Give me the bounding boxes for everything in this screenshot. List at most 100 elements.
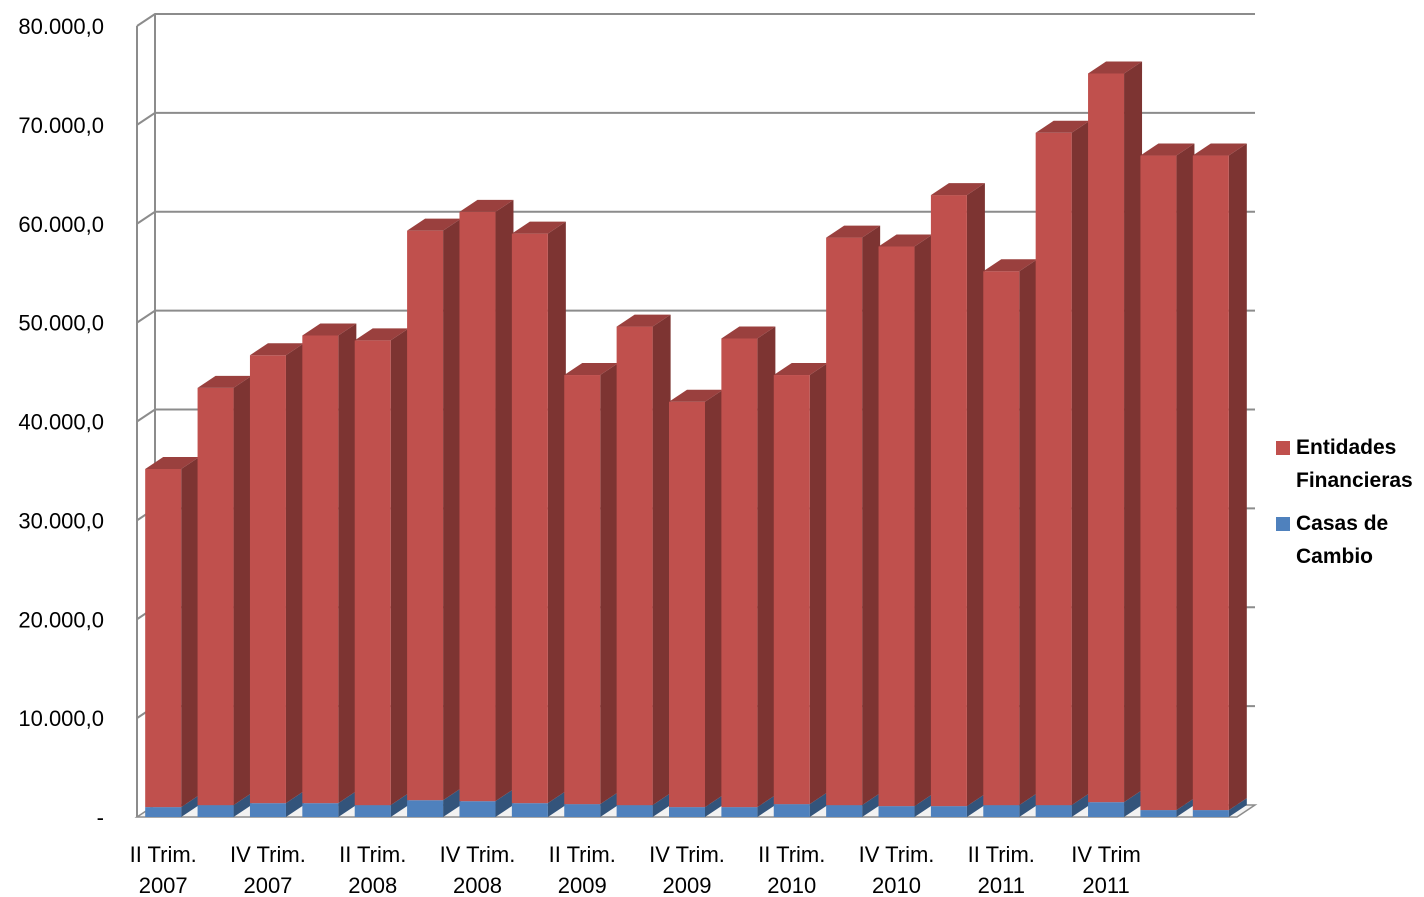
bar-segment (249, 343, 304, 804)
legend-label: Casas de (1296, 512, 1388, 535)
bar-side (1124, 61, 1143, 803)
bar-front (616, 805, 653, 817)
bars (145, 61, 1247, 817)
bar-top (669, 389, 723, 402)
bar-front (721, 807, 758, 817)
bar-side (1019, 259, 1038, 806)
bar-segment (354, 793, 409, 817)
bar-segment (564, 792, 619, 817)
bar-top (302, 323, 357, 336)
bar-front (564, 375, 601, 805)
x-tick-label: 2011 (978, 873, 1025, 897)
bar-top (721, 326, 776, 339)
bar-segment (721, 795, 776, 817)
x-tick-label: 2010 (872, 873, 921, 897)
bar-segment (1140, 143, 1195, 811)
bar-top (616, 314, 671, 327)
x-tick-label: IV Trim. (859, 842, 935, 867)
bar-segment (459, 789, 514, 817)
bar-front (826, 805, 863, 817)
bar-segment (564, 363, 619, 805)
bar-segment (1088, 61, 1143, 803)
y-tick-label: 20.000,0 (18, 607, 104, 632)
bar-side (600, 792, 619, 817)
bar-side (757, 326, 776, 808)
bar-segment (826, 793, 881, 817)
bar-side (705, 389, 723, 808)
bar-segment (1140, 798, 1195, 817)
bar-front (459, 211, 496, 802)
bar-top (1192, 143, 1247, 156)
bar-front (983, 805, 1020, 817)
bar-segment (721, 326, 776, 808)
bar-side (338, 323, 357, 804)
bar-segment (407, 788, 462, 817)
y-tick-label: 80.000,0 (18, 14, 104, 39)
bar-segment (197, 793, 252, 817)
x-tick-label: II Trim. (758, 842, 825, 867)
bar-front (1192, 810, 1229, 817)
bar-front (511, 803, 548, 817)
bar-front (773, 804, 810, 817)
bar-front (669, 807, 705, 817)
bar-front (1088, 802, 1125, 817)
y-tick-label: 10.000,0 (18, 706, 104, 731)
x-tick-label: 2009 (558, 873, 607, 897)
bar-front (721, 338, 758, 808)
bar-front (930, 195, 967, 807)
bar-side (233, 375, 252, 806)
legend-swatch (1276, 441, 1290, 455)
bar-side (443, 218, 462, 801)
y-tick-label: - (97, 805, 104, 830)
bar-top (1140, 143, 1195, 156)
x-tick-label: 2011 (1082, 873, 1129, 897)
bar-front (511, 233, 548, 804)
bar-front (145, 807, 182, 817)
bar-side (600, 363, 619, 805)
bar-segment (983, 793, 1038, 817)
bar-top (459, 199, 514, 212)
bar-side (390, 793, 409, 817)
bar-front (302, 335, 339, 804)
bar-side (1228, 798, 1247, 817)
bar-side (862, 225, 881, 806)
y-axis-ticks: - 10.000,0 20.000,0 30.000,0 40.000,0 50.000,… (18, 14, 104, 830)
bar-segment (669, 795, 723, 817)
bar-side (285, 791, 304, 817)
y-tick-label: 40.000,0 (18, 410, 104, 435)
bar-top (511, 221, 566, 234)
bar-segment (302, 791, 357, 817)
bar-side (390, 328, 409, 806)
bar-segment (878, 794, 933, 817)
bar-top (826, 225, 881, 238)
bar-side (652, 793, 671, 817)
bar-side (1071, 793, 1090, 817)
bar-segment (669, 389, 723, 808)
bar-top (354, 328, 409, 341)
bar-segment (354, 328, 409, 806)
x-tick-label: 2009 (663, 873, 712, 897)
bar-segment (930, 794, 985, 817)
x-tick-label: IV Trim (1071, 842, 1141, 867)
bar-segment (249, 791, 304, 817)
legend-label: Entidades (1296, 436, 1396, 459)
bar-top (1035, 120, 1090, 133)
bar-side (495, 199, 514, 802)
bar-segment (1192, 798, 1247, 817)
bar-segment (930, 183, 985, 807)
bar-side (285, 343, 304, 804)
bar-segment (302, 323, 357, 804)
bar-top (564, 363, 619, 376)
bar-front (407, 800, 444, 817)
gridline (136, 111, 1255, 126)
bar-front (249, 803, 286, 817)
bar-front (302, 803, 339, 817)
x-tick-label: 2008 (348, 873, 397, 897)
y-tick-label: 50.000,0 (18, 311, 104, 336)
x-axis-labels: II Trim. 2007 IV Trim. 2007 II Trim. 2008 IV T… (130, 842, 1141, 897)
y-tick-label: 60.000,0 (18, 212, 104, 237)
bar-front (983, 271, 1020, 806)
bar-side (443, 788, 462, 817)
bar-side (181, 795, 200, 817)
